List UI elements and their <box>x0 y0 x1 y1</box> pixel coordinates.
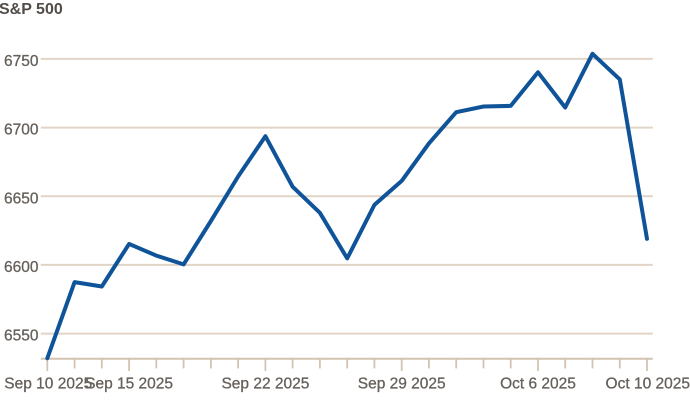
svg-text:Sep 22 2025: Sep 22 2025 <box>221 375 309 392</box>
svg-text:Sep 15 2025: Sep 15 2025 <box>85 375 173 392</box>
svg-text:6600: 6600 <box>4 259 39 276</box>
svg-text:Sep 10 2025: Sep 10 2025 <box>4 375 92 392</box>
svg-text:6750: 6750 <box>4 53 39 70</box>
svg-text:6700: 6700 <box>4 122 39 139</box>
svg-text:S&P 500: S&P 500 <box>0 1 63 18</box>
svg-text:Oct 6 2025: Oct 6 2025 <box>500 375 576 392</box>
svg-text:Sep 29 2025: Sep 29 2025 <box>358 375 446 392</box>
svg-text:6650: 6650 <box>4 190 39 207</box>
svg-text:6550: 6550 <box>4 328 39 345</box>
svg-text:Oct 10 2025: Oct 10 2025 <box>606 375 690 392</box>
